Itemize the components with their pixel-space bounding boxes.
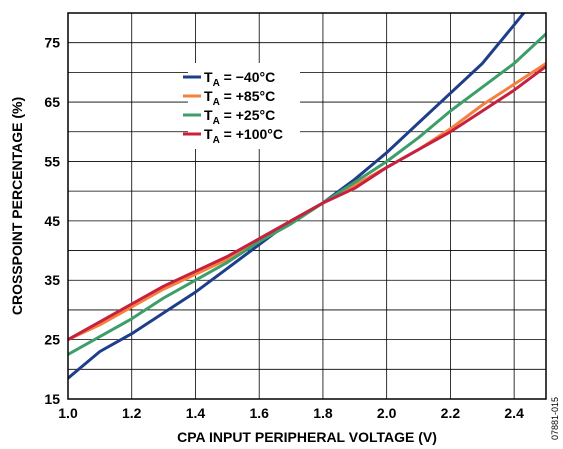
x-tick-label: 2.2	[441, 405, 461, 421]
legend: TA = −40°CTA = +85°CTA = +25°CTA = +100°…	[183, 63, 300, 149]
x-tick-label: 1.6	[249, 405, 269, 421]
y-tick-labels: 15 25 35 45 55 65 75	[44, 35, 60, 407]
y-tick-label: 25	[44, 332, 60, 348]
legend-label-1: TA = +85°C	[204, 88, 275, 108]
series-line-2	[68, 32, 546, 356]
x-tick-label: 1.0	[58, 405, 78, 421]
grid	[68, 13, 546, 399]
x-tick-label: 2.0	[377, 405, 397, 421]
series-layer	[68, 13, 546, 380]
legend-label-0: TA = −40°C	[204, 69, 275, 89]
figure-id: 07881-015	[550, 397, 560, 440]
y-tick-label: 55	[44, 153, 60, 169]
y-axis-label: CROSSPOINT PERCENTAGE (%)	[9, 97, 25, 315]
x-tick-label: 2.4	[504, 405, 524, 421]
x-tick-label: 1.4	[186, 405, 206, 421]
y-tick-label: 45	[44, 213, 60, 229]
x-axis-label: CPA INPUT PERIPHERAL VOLTAGE (V)	[177, 429, 437, 445]
legend-label-2: TA = +25°C	[204, 107, 275, 127]
legend-label-3: TA = +100°C	[204, 126, 283, 146]
legend-background	[188, 63, 300, 149]
y-tick-label: 35	[44, 272, 60, 288]
x-tick-label: 1.2	[122, 405, 142, 421]
y-tick-label: 75	[44, 35, 60, 51]
plot-frame	[67, 12, 547, 400]
y-tick-label: 65	[44, 94, 60, 110]
y-tick-label: 15	[44, 391, 60, 407]
series-line-3	[68, 64, 546, 342]
x-tick-label: 1.8	[313, 405, 333, 421]
x-tick-labels: 1.0 1.2 1.4 1.6 1.8 2.0 2.2 2.4	[58, 405, 524, 421]
